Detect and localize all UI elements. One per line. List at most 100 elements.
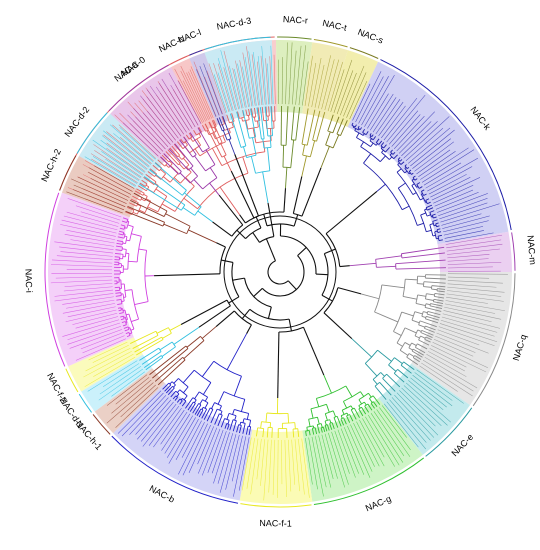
tree-branch — [143, 176, 186, 206]
tree-branch — [378, 140, 383, 145]
tree-branch — [201, 360, 215, 377]
tree-branch — [124, 289, 133, 291]
tree-branch — [437, 231, 442, 233]
tree-node-arc — [123, 283, 127, 298]
tree-branch — [420, 332, 433, 338]
tree-branch — [170, 165, 179, 174]
tree-branch — [271, 106, 273, 122]
leaf-label-tick — [399, 390, 436, 427]
tree-branch — [226, 413, 230, 420]
leaf-label-tick — [62, 303, 116, 314]
tree-branch — [404, 164, 407, 167]
tree-branch — [120, 318, 125, 321]
leaf-label-tick — [232, 68, 243, 109]
leaf-label-tick — [446, 290, 502, 297]
tree-node-arc — [199, 141, 226, 157]
leaf-label-tick — [106, 142, 146, 172]
tree-branch — [432, 219, 438, 222]
leaf-label-tick — [434, 189, 474, 207]
tree-branch — [349, 262, 377, 267]
tree-branch — [199, 399, 203, 405]
tree-branch — [121, 321, 126, 324]
tree-branch — [133, 192, 168, 212]
tree-branch — [245, 426, 249, 435]
leaf-label-tick — [423, 162, 462, 186]
leaf-label-tick — [364, 74, 395, 127]
clade-nac-g-rim — [313, 457, 425, 506]
leaf-label-tick — [105, 158, 140, 182]
tree-branch — [282, 145, 285, 168]
leaf-label-tick — [80, 332, 124, 350]
leaf-label-tick — [237, 63, 247, 108]
tree-node-arc — [432, 221, 435, 226]
tree-node-arc — [240, 421, 246, 424]
leaf-label-tick — [75, 316, 119, 329]
trunk-branch — [315, 273, 328, 276]
tree-branch — [242, 110, 250, 139]
tree-node-arc — [144, 200, 152, 213]
leaf-label-tick — [170, 84, 196, 128]
leaf-label-tick — [84, 356, 136, 387]
tree-branch — [121, 300, 125, 302]
tree-branch — [114, 252, 124, 255]
leaf-label-tick — [50, 279, 113, 284]
tree-branch — [183, 386, 189, 394]
leaf-label-tick — [353, 422, 375, 467]
tree-branch — [302, 144, 306, 156]
leaf-label-tick — [201, 428, 221, 476]
tree-branch — [213, 119, 217, 127]
tree-node-arc — [180, 204, 186, 211]
tree-branch — [202, 125, 206, 132]
tree-branch — [415, 346, 426, 354]
trunk-branch — [234, 154, 259, 217]
tree-branch — [152, 164, 160, 172]
tree-branch — [381, 284, 405, 289]
trunk-branch — [323, 312, 353, 340]
tree-branch — [123, 326, 129, 329]
tree-branch — [306, 109, 316, 146]
tree-branch — [161, 154, 170, 163]
tree-branch — [154, 162, 187, 191]
tree-branch — [139, 347, 160, 361]
tree-branch — [186, 336, 201, 348]
tree-branch — [412, 175, 416, 179]
tree-node-arc — [324, 419, 330, 422]
trunk-branch — [302, 327, 325, 376]
leaf-label-tick — [288, 439, 292, 492]
tree-branch — [198, 126, 202, 133]
leaf-label-tick — [422, 359, 474, 392]
tree-branch — [327, 114, 334, 132]
tree-branch — [232, 409, 235, 415]
tree-node-arc — [412, 177, 416, 181]
tree-node-arc — [127, 253, 130, 270]
leaf-label-tick — [446, 296, 488, 304]
leaf-label-tick — [180, 65, 208, 121]
tree-branch — [411, 350, 423, 358]
leaf-label-tick — [207, 429, 224, 473]
trunk-branch — [292, 176, 303, 214]
tree-node-arc — [393, 369, 398, 374]
tree-branch — [395, 259, 446, 265]
leaf-label-tick — [330, 69, 345, 112]
tree-branch — [155, 188, 168, 197]
clade-nac-t-rim — [313, 38, 348, 48]
leaf-label-tick — [64, 234, 115, 244]
leaf-label-tick — [94, 165, 135, 189]
clade-nac-h-2-band — [61, 156, 142, 218]
leaf-label-tick — [333, 59, 353, 113]
tree-branch — [193, 130, 197, 136]
tree-node-arc — [257, 427, 264, 430]
leaf-label-tick — [256, 61, 263, 105]
tree-branch — [376, 265, 396, 268]
tree-branch — [285, 106, 289, 146]
tree-branch — [116, 298, 122, 301]
tree-node-arc — [142, 193, 145, 196]
tree-branch — [399, 349, 409, 356]
leaf-label-tick — [372, 97, 397, 133]
leaf-label-tick — [50, 264, 113, 267]
tree-node-arc — [209, 407, 214, 410]
leaf-label-tick — [213, 432, 230, 484]
tree-branch — [253, 107, 257, 117]
tree-node-arc — [192, 136, 201, 142]
tree-node-arc — [380, 145, 384, 149]
